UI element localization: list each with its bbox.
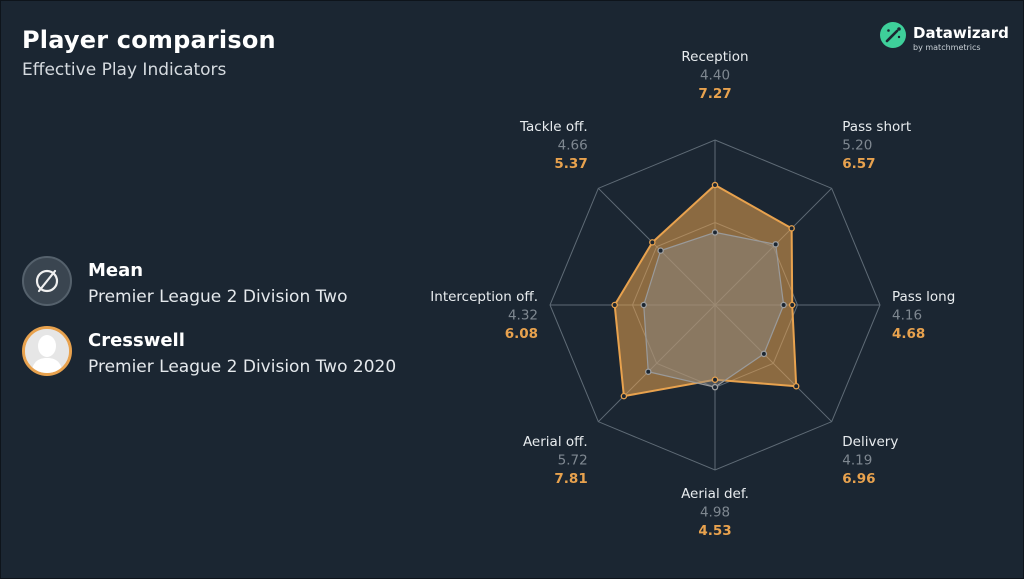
page-subtitle: Effective Play Indicators	[22, 60, 227, 80]
axis-label: Pass short	[842, 119, 911, 135]
player-value-label: 4.68	[892, 326, 925, 342]
legend-item-player: Cresswell Premier League 2 Division Two …	[22, 326, 442, 382]
player-value-label: 7.81	[554, 471, 587, 487]
legend-desc-mean: Premier League 2 Division Two	[88, 287, 348, 307]
series-point-mean	[640, 301, 647, 309]
radar-series	[611, 181, 800, 400]
player-value-label: 7.27	[698, 86, 731, 102]
series-point-player	[649, 239, 656, 246]
empty-set-icon	[22, 256, 72, 306]
series-point-mean	[711, 229, 719, 236]
legend-desc-player: Premier League 2 Division Two 2020	[88, 357, 397, 377]
mean-value-label: 4.16	[892, 308, 922, 324]
series-point-mean	[645, 368, 652, 375]
series-point-player	[711, 376, 719, 383]
axis-label: Reception	[681, 49, 748, 65]
mean-value-label: 4.32	[508, 308, 538, 324]
mean-value-label: 5.20	[842, 138, 872, 154]
legend-name-player: Cresswell	[88, 330, 185, 351]
axis-label: Delivery	[842, 434, 898, 450]
player-value-label: 6.08	[505, 326, 538, 342]
series-point-player	[788, 301, 796, 309]
mean-value-label: 4.98	[700, 505, 730, 521]
series-point-player	[611, 301, 618, 309]
wizard-wand-icon	[880, 22, 906, 48]
axis-label: Pass long	[892, 289, 955, 305]
radar-axis-labels: Reception 4.40 7.27 Pass short 5.20 6.57 Pass …	[430, 49, 955, 539]
brand-logo: Datawizard by matchmetrics	[880, 22, 1010, 58]
series-point-mean	[657, 247, 664, 254]
legend-item-mean: Mean Premier League 2 Division Two	[22, 256, 442, 312]
legend-name-mean: Mean	[88, 260, 144, 281]
axis-label: Interception off.	[430, 289, 538, 305]
player-value-label: 6.96	[842, 471, 875, 487]
series-point-player	[620, 392, 628, 400]
mean-value-label: 5.72	[558, 452, 588, 468]
series-point-mean	[760, 350, 768, 358]
player-value-label: 6.57	[842, 156, 875, 172]
player-value-label: 5.37	[554, 156, 587, 172]
mean-value-label: 4.19	[842, 452, 872, 468]
series-point-player	[792, 382, 800, 390]
player-value-label: 4.53	[698, 523, 731, 539]
mean-value-label: 4.66	[558, 138, 588, 154]
series-point-player	[711, 181, 719, 189]
brand-name: Datawizard	[913, 24, 1009, 42]
avatar-silhouette-icon	[22, 326, 72, 376]
brand-tagline: by matchmetrics	[913, 43, 981, 52]
series-point-mean	[772, 241, 779, 248]
axis-label: Tackle off.	[519, 119, 588, 135]
axis-label: Aerial def.	[681, 486, 749, 502]
page-title: Player comparison	[22, 26, 276, 54]
series-point-mean	[711, 383, 719, 391]
series-point-mean	[780, 301, 787, 309]
axis-label: Aerial off.	[523, 434, 588, 450]
series-point-player	[788, 225, 795, 232]
mean-value-label: 4.40	[700, 68, 730, 84]
